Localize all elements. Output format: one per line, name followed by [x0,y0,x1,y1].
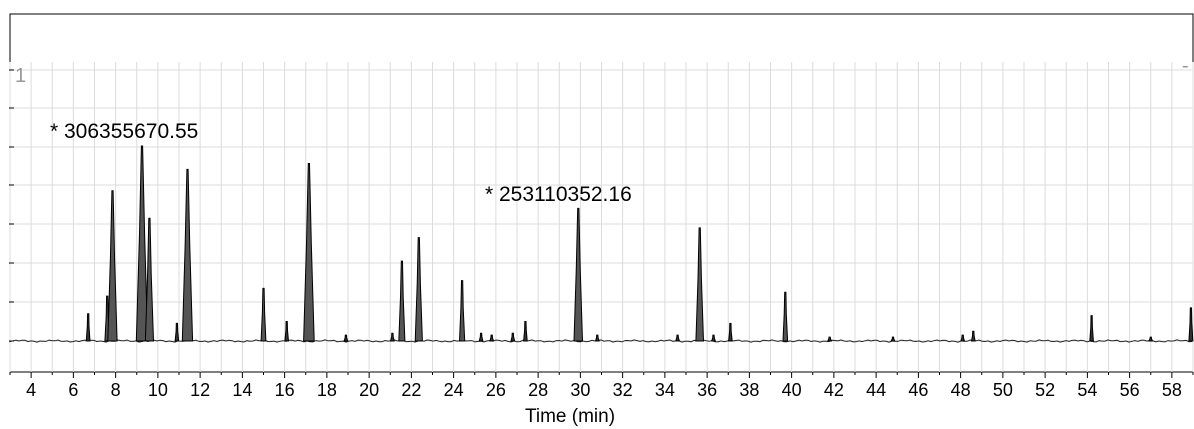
x-tick-label: 20 [359,380,379,400]
chromatogram-peak [782,291,789,342]
peak-annotation-1: * 306355670.55 [50,120,198,143]
chromatogram-peak [1089,315,1094,342]
x-tick-label: 54 [1077,380,1097,400]
x-tick-label: 38 [739,380,759,400]
x-tick-label: 14 [232,380,252,400]
x-tick-label: 18 [317,380,337,400]
chromatogram-peak [478,332,484,342]
chromatogram-peak [1188,307,1194,342]
chromatogram-peak [510,332,516,342]
x-tick-label: 26 [486,380,506,400]
chromatogram-peak [284,321,290,342]
x-tick-label: 52 [1035,380,1055,400]
y-axis-tick-label: 1 [15,65,26,87]
x-tick-label: 22 [401,380,421,400]
peak-annotation-2: * 253110352.16 [485,183,632,206]
x-tick-label: 4 [26,380,36,400]
chromatogram-peak [85,313,91,342]
chromatogram-peak [260,287,267,342]
chromatogram-peak [181,168,194,342]
x-tick-label: 8 [111,380,121,400]
chromatogram-peak [960,334,966,342]
x-tick-label: 56 [1120,380,1140,400]
chromatogram-peak [695,227,705,342]
x-tick-label: 40 [782,380,802,400]
x-tick-label: 46 [908,380,928,400]
chromatogram-peak [389,332,395,342]
x-tick-label: 24 [444,380,464,400]
chromatogram-peak [107,190,118,342]
x-tick-label: 36 [697,380,717,400]
y-axis-tick-label-right: - [1182,55,1189,77]
x-tick-label: 28 [528,380,548,400]
chromatogram-peak [711,334,716,342]
x-tick-label: 34 [655,380,675,400]
x-tick-label: 16 [275,380,295,400]
chromatogram-peak [827,336,833,342]
chromatogram-peak [728,322,733,342]
chromatogram-peak [675,334,681,342]
chromatogram-peak [343,334,349,342]
chromatogram-peak [489,334,495,342]
x-tick-label: 6 [68,380,78,400]
chromatogram-peak [303,163,315,342]
x-axis-title: Time (min) [525,406,615,427]
chromatogram-peak [144,217,155,342]
x-tick-label: 58 [1162,380,1182,400]
chromatogram-peak [573,207,584,342]
x-tick-label: 32 [613,380,633,400]
chromatogram-trace [9,145,1194,343]
x-tick-label: 10 [148,380,168,400]
baseline-trace [9,339,1193,343]
x-tick-label: 42 [824,380,844,400]
chromatogram-peak [414,237,423,342]
x-tick-label: 48 [951,380,971,400]
chromatogram-peak [174,322,180,342]
x-tick-label: 44 [866,380,886,400]
chromatogram-peak [594,334,600,342]
chromatogram-peak [523,321,528,342]
x-tick-label: 30 [570,380,590,400]
x-tick-label: 12 [190,380,210,400]
chromatogram-peak [398,260,406,342]
chromatogram-peak [890,336,896,342]
chromatogram-peak [1148,336,1154,342]
chromatogram-peak [970,330,976,342]
chromatogram-peak [458,280,466,342]
x-ticks: 4 6 8 10 12 14 16 18 20 22 24 26 28 30 32 34 36 38 40 42 44 4… [9,372,1194,400]
x-tick-label: 50 [993,380,1013,400]
